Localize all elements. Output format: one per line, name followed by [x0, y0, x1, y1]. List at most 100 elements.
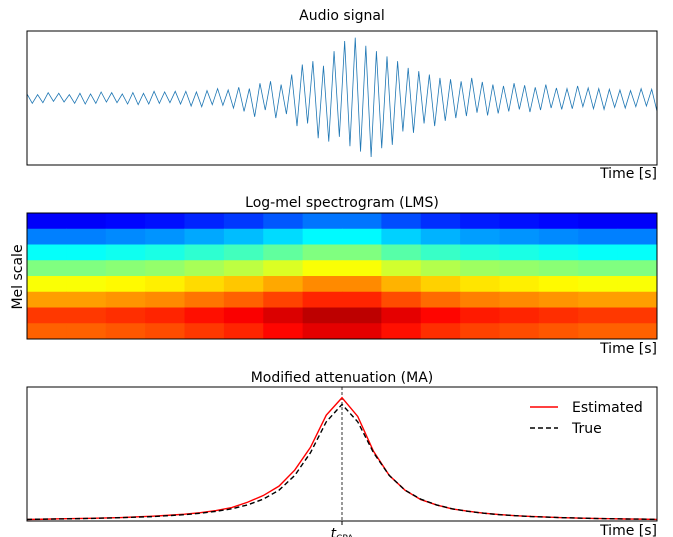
heatmap-cell [145, 323, 185, 340]
heatmap-cell [263, 276, 304, 293]
heatmap-cell [302, 260, 343, 277]
heatmap-cell [538, 260, 579, 277]
heatmap-cell [263, 228, 304, 245]
heatmap-cell [381, 260, 422, 277]
heatmap-cell [381, 291, 422, 308]
axes-frame [26, 30, 658, 166]
series-line [26, 403, 658, 521]
tick-label-sub: CPA [336, 534, 354, 537]
heatmap-cell [538, 228, 579, 245]
heatmap-cell [578, 260, 619, 277]
heatmap-cell [420, 307, 461, 324]
heatmap-cell [617, 244, 658, 261]
panel-title: Audio signal [299, 8, 385, 24]
axes-frame [26, 212, 658, 340]
heatmap-cell [342, 276, 382, 293]
heatmap-cell [66, 276, 107, 293]
heatmap-cell [105, 307, 146, 324]
tick-label-main: t [331, 526, 337, 537]
heatmap-cell [145, 276, 185, 293]
heatmap-cell [66, 291, 107, 308]
heatmap-cell [460, 244, 500, 261]
heatmap-cell [617, 228, 658, 245]
heatmap-cell [263, 291, 304, 308]
heatmap-cell [499, 291, 540, 308]
heatmap-cell [145, 244, 185, 261]
heatmap-cell [420, 276, 461, 293]
heatmap-cell [105, 244, 146, 261]
heatmap-cell [460, 307, 500, 324]
heatmap-cell [578, 307, 619, 324]
heatmap-cell [263, 260, 304, 277]
heatmap-cell [420, 260, 461, 277]
heatmap-cell [223, 323, 264, 340]
axes-frame [26, 386, 658, 522]
heatmap-cell [105, 291, 146, 308]
heatmap-cell [460, 228, 500, 245]
heatmap-cell [66, 244, 107, 261]
heatmap-cell [302, 276, 343, 293]
heatmap-cell [105, 213, 146, 230]
heatmap-cell [617, 276, 658, 293]
heatmap-cell [66, 228, 107, 245]
heatmap-cell [184, 213, 225, 230]
heatmap-cell [27, 276, 67, 293]
heatmap-cell [223, 228, 264, 245]
heatmap-cell [105, 323, 146, 340]
heatmap-cell [420, 213, 461, 230]
heatmap-cell [499, 260, 540, 277]
heatmap-cell [27, 244, 67, 261]
heatmap-cell [460, 276, 500, 293]
legend-label: Estimated [572, 400, 643, 416]
heatmap-cell [381, 307, 422, 324]
heatmap-cell [66, 307, 107, 324]
heatmap-cell [499, 228, 540, 245]
heatmap-cell [460, 260, 500, 277]
heatmap-cell [223, 244, 264, 261]
heatmap-cell [184, 244, 225, 261]
heatmap-cell [302, 228, 343, 245]
heatmap-cell [263, 213, 304, 230]
heatmap-cell [617, 307, 658, 324]
heatmap-cell [499, 276, 540, 293]
heatmap-cell [617, 213, 658, 230]
heatmap-cell [460, 323, 500, 340]
heatmap-cell [27, 213, 67, 230]
heatmap-cell [538, 244, 579, 261]
heatmap-cell [538, 276, 579, 293]
heatmap-cell [420, 291, 461, 308]
heatmap-cell [578, 291, 619, 308]
x-axis-label: Time [s] [599, 341, 657, 357]
heatmap-cell [578, 244, 619, 261]
heatmap-cell [145, 228, 185, 245]
x-axis-label: Time [s] [599, 523, 657, 537]
heatmap-cell [184, 291, 225, 308]
heatmap-cell [302, 291, 343, 308]
heatmap-cell [538, 291, 579, 308]
legend-label: True [571, 421, 602, 437]
heatmap-cell [263, 244, 304, 261]
heatmap-cell [145, 260, 185, 277]
heatmap-cell [460, 291, 500, 308]
heatmap-cell [223, 291, 264, 308]
heatmap-cell [381, 276, 422, 293]
y-axis-label: Mel scale [10, 244, 26, 309]
x-tick-label: tCPA [331, 526, 355, 537]
heatmap-cell [381, 213, 422, 230]
heatmap-cell [460, 213, 500, 230]
heatmap-cell [381, 323, 422, 340]
heatmap-cell [342, 260, 382, 277]
heatmap-cell [538, 213, 579, 230]
heatmap-cell [499, 323, 540, 340]
heatmap-cell [263, 323, 304, 340]
heatmap-cell [263, 307, 304, 324]
heatmap-cell [302, 244, 343, 261]
heatmap-cell [538, 307, 579, 324]
heatmap-cell [27, 307, 67, 324]
heatmap-cell [617, 291, 658, 308]
panel-title: Modified attenuation (MA) [251, 370, 434, 386]
heatmap-cell [184, 228, 225, 245]
heatmap-cell [184, 323, 225, 340]
